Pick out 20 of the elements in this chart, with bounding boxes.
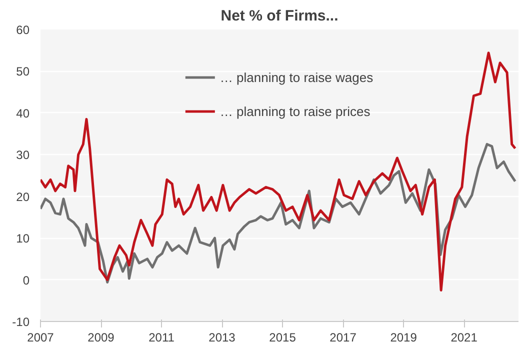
x-tick-label: 2009 bbox=[88, 330, 115, 344]
y-tick-label: 50 bbox=[16, 64, 30, 79]
x-tick-label: 2015 bbox=[269, 330, 296, 344]
y-tick-label: 0 bbox=[22, 273, 30, 288]
line-series bbox=[40, 52, 516, 292]
y-tick-label: 40 bbox=[16, 106, 30, 120]
legend-label: … planning to raise wages bbox=[220, 70, 374, 84]
x-tick-label: 2007 bbox=[27, 330, 54, 344]
y-tick-label: 10 bbox=[16, 232, 30, 246]
y-tick-label: -10 bbox=[12, 315, 30, 329]
x-tick-label: 2019 bbox=[390, 330, 418, 344]
x-tick-label: 2013 bbox=[208, 330, 236, 344]
y-tick-label: 30 bbox=[16, 148, 30, 162]
chart-title: Net % of Firms... bbox=[220, 8, 338, 24]
x-tick-label: 2017 bbox=[330, 330, 357, 344]
legend-label: … planning to raise prices bbox=[220, 104, 370, 118]
y-tick-label: 60 bbox=[16, 23, 30, 37]
x-tick-label: 2011 bbox=[148, 330, 175, 344]
y-tick-label: 20 bbox=[16, 190, 30, 204]
x-tick-label: 2021 bbox=[450, 330, 478, 344]
